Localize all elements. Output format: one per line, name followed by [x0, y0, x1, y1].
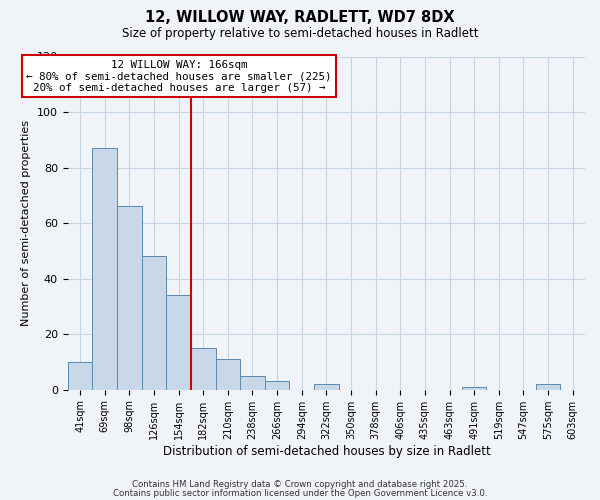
Bar	[265, 382, 289, 390]
Bar	[142, 256, 166, 390]
Text: Size of property relative to semi-detached houses in Radlett: Size of property relative to semi-detach…	[122, 28, 478, 40]
Bar	[191, 348, 215, 390]
Text: Contains public sector information licensed under the Open Government Licence v3: Contains public sector information licen…	[113, 490, 487, 498]
X-axis label: Distribution of semi-detached houses by size in Radlett: Distribution of semi-detached houses by …	[163, 444, 490, 458]
Bar	[240, 376, 265, 390]
Y-axis label: Number of semi-detached properties: Number of semi-detached properties	[22, 120, 31, 326]
Text: 12, WILLOW WAY, RADLETT, WD7 8DX: 12, WILLOW WAY, RADLETT, WD7 8DX	[145, 10, 455, 25]
Bar	[68, 362, 92, 390]
Bar	[215, 359, 240, 390]
Bar	[92, 148, 117, 390]
Bar	[117, 206, 142, 390]
Text: Contains HM Land Registry data © Crown copyright and database right 2025.: Contains HM Land Registry data © Crown c…	[132, 480, 468, 489]
Text: 12 WILLOW WAY: 166sqm
← 80% of semi-detached houses are smaller (225)
20% of sem: 12 WILLOW WAY: 166sqm ← 80% of semi-deta…	[26, 60, 332, 93]
Bar	[536, 384, 560, 390]
Bar	[166, 296, 191, 390]
Bar	[314, 384, 339, 390]
Bar	[462, 387, 487, 390]
